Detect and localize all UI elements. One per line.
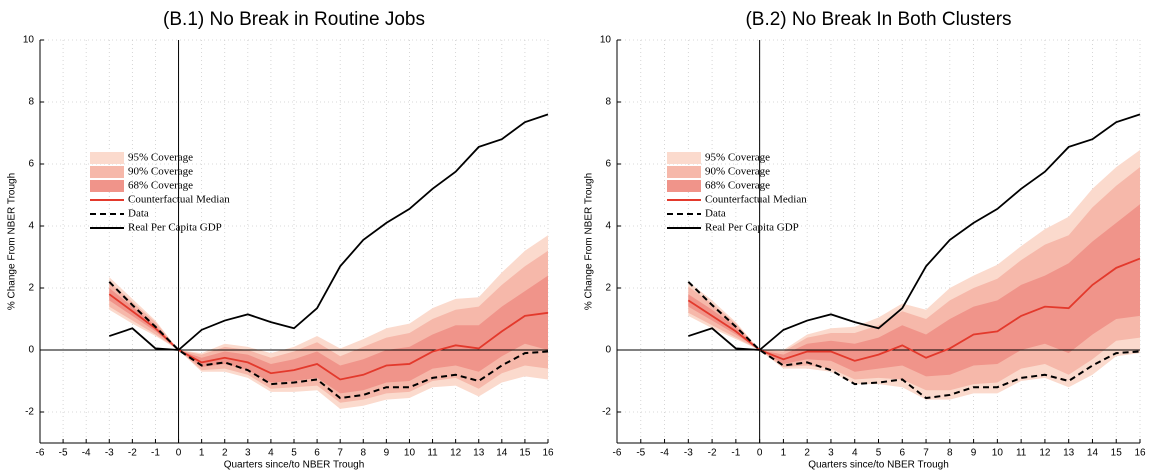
x-tick-label: 8 — [360, 448, 366, 459]
coverage-band — [688, 204, 1140, 377]
y-tick-label: 6 — [605, 159, 611, 170]
legend-swatch — [90, 152, 124, 164]
x-tick-label: 12 — [1039, 448, 1051, 459]
legend-label: 68% Coverage — [128, 180, 193, 192]
x-tick-label: 6 — [899, 448, 905, 459]
x-tick-label: 14 — [496, 448, 508, 459]
x-tick-label: 16 — [1134, 448, 1146, 459]
chart-title: (B.2) No Break In Both Clusters — [745, 9, 1011, 30]
legend-label: Real Per Capita GDP — [705, 222, 799, 234]
y-tick-label: -2 — [25, 407, 34, 418]
legend-label: 95% Coverage — [128, 152, 193, 164]
x-tick-label: -1 — [731, 448, 740, 459]
x-tick-label: 9 — [384, 448, 390, 459]
x-tick-label: 8 — [947, 448, 953, 459]
y-tick-label: 2 — [605, 283, 611, 294]
legend-swatch — [667, 152, 701, 164]
legend-swatch — [667, 166, 701, 178]
legend-label: Counterfactual Median — [128, 194, 230, 206]
legend-swatch — [667, 180, 701, 192]
x-tick-label: 12 — [450, 448, 462, 459]
x-tick-label: 10 — [992, 448, 1004, 459]
x-tick-label: 2 — [804, 448, 810, 459]
legend-label: 95% Coverage — [705, 152, 770, 164]
legend-label: Real Per Capita GDP — [128, 222, 222, 234]
y-tick-label: 4 — [605, 221, 611, 232]
x-tick-label: 5 — [291, 448, 297, 459]
x-tick-label: -2 — [128, 448, 137, 459]
x-tick-label: -1 — [151, 448, 160, 459]
x-tick-label: -4 — [82, 448, 91, 459]
x-tick-label: 0 — [176, 448, 182, 459]
y-tick-label: 0 — [28, 345, 34, 356]
series-line — [688, 113, 1141, 351]
x-tick-label: 15 — [519, 448, 531, 459]
y-tick-label: 8 — [28, 97, 34, 108]
x-axis-label: Quarters since/to NBER Trough — [808, 460, 949, 471]
legend-swatch — [90, 180, 124, 192]
x-tick-label: 10 — [404, 448, 416, 459]
y-tick-label: 4 — [28, 221, 34, 232]
x-tick-label: 16 — [542, 448, 554, 459]
plot-area — [617, 40, 1141, 443]
series-line — [108, 281, 549, 400]
x-axis-label: Quarters since/to NBER Trough — [224, 460, 365, 471]
y-tick-label: -2 — [602, 407, 611, 418]
legend-label: Counterfactual Median — [705, 194, 807, 206]
x-tick-label: 11 — [427, 448, 438, 459]
x-tick-label: 2 — [222, 448, 228, 459]
x-tick-label: 3 — [828, 448, 834, 459]
x-tick-label: -5 — [59, 448, 68, 459]
series-line — [687, 281, 1141, 400]
chart: (B.2) No Break In Both Clusters-20246810… — [584, 9, 1146, 471]
x-tick-label: 4 — [852, 448, 858, 459]
y-axis-label: % Change From NBER Trough — [584, 173, 595, 310]
x-tick-label: -6 — [613, 448, 622, 459]
x-tick-label: 5 — [876, 448, 882, 459]
x-tick-label: 11 — [1016, 448, 1027, 459]
x-tick-label: 14 — [1087, 448, 1099, 459]
y-tick-label: 2 — [28, 283, 34, 294]
x-tick-label: -3 — [684, 448, 693, 459]
chart: (B.1) No Break in Routine Jobs-20246810-… — [7, 9, 554, 471]
x-tick-label: -6 — [36, 448, 45, 459]
x-tick-label: 7 — [337, 448, 343, 459]
legend: 95% Coverage 90% Coverage 68% Coverage Coun… — [667, 152, 807, 234]
legend-swatch — [90, 166, 124, 178]
x-tick-label: 9 — [971, 448, 977, 459]
legend-label: 90% Coverage — [705, 166, 770, 178]
series-line — [108, 113, 549, 351]
legend-label: Data — [128, 208, 149, 220]
plot-area — [40, 40, 549, 443]
x-tick-label: -3 — [105, 448, 114, 459]
x-tick-label: 3 — [245, 448, 251, 459]
x-tick-label: -5 — [636, 448, 645, 459]
x-tick-label: -4 — [660, 448, 669, 459]
y-tick-label: 8 — [605, 97, 611, 108]
x-tick-label: 15 — [1111, 448, 1123, 459]
x-tick-label: 1 — [199, 448, 205, 459]
x-tick-label: 13 — [1063, 448, 1075, 459]
legend-label: 90% Coverage — [128, 166, 193, 178]
y-tick-label: 10 — [600, 35, 612, 46]
x-tick-label: 7 — [923, 448, 929, 459]
x-tick-label: -2 — [708, 448, 717, 459]
y-axis-label: % Change From NBER Trough — [7, 173, 18, 310]
chart-title: (B.1) No Break in Routine Jobs — [163, 9, 425, 30]
legend-label: Data — [705, 208, 726, 220]
legend: 95% Coverage 90% Coverage 68% Coverage Coun… — [90, 152, 230, 234]
y-tick-label: 0 — [605, 345, 611, 356]
x-tick-label: 4 — [268, 448, 274, 459]
x-tick-label: 1 — [781, 448, 787, 459]
x-tick-label: 0 — [757, 448, 763, 459]
y-tick-label: 10 — [23, 35, 35, 46]
legend-label: 68% Coverage — [705, 180, 770, 192]
x-tick-label: 6 — [314, 448, 320, 459]
y-tick-label: 6 — [28, 159, 34, 170]
x-tick-label: 13 — [473, 448, 485, 459]
